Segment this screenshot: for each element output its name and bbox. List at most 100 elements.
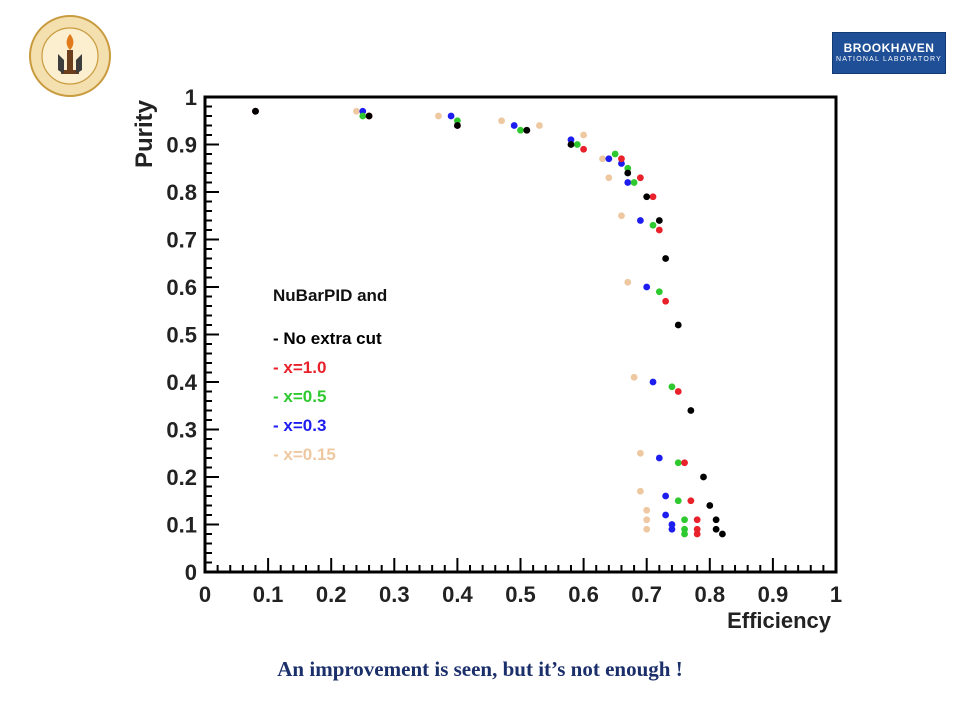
y-tick-label: 0.3 (166, 418, 197, 443)
x-tick-label: 0.9 (758, 582, 789, 607)
data-points (252, 107, 726, 538)
data-point-series-3 (668, 525, 676, 533)
x-tick-label: 0.6 (568, 582, 599, 607)
data-point-series-2 (674, 459, 682, 467)
data-point-series-1 (655, 226, 663, 234)
y-tick-label: 0 (185, 560, 197, 585)
x-tick-label: 0.5 (505, 582, 536, 607)
data-point-series-0 (655, 217, 663, 224)
data-point-series-2 (668, 383, 676, 391)
x-axis-label: Efficiency (727, 608, 832, 633)
legend-entry-x-0.15: - x=0.15 (273, 445, 336, 464)
data-point-series-4 (536, 122, 543, 129)
data-point-series-3 (636, 217, 644, 224)
data-point-series-3 (668, 521, 676, 528)
data-point-series-2 (573, 141, 581, 148)
data-point-series-3 (624, 179, 632, 186)
data-point-series-1 (687, 497, 695, 505)
x-tick-label: 0.8 (695, 582, 726, 607)
data-point-series-4 (498, 117, 505, 125)
legend-title: NuBarPID and (273, 286, 388, 305)
x-tick-label: 0 (199, 582, 211, 607)
y-tick-label: 0.1 (166, 513, 197, 538)
x-tick-label: 0.7 (631, 582, 662, 607)
data-point-series-1 (580, 145, 587, 153)
data-point-series-0 (662, 255, 670, 262)
data-point-series-1 (681, 459, 688, 467)
data-point-series-2 (649, 221, 657, 229)
data-point-series-0 (643, 193, 651, 201)
data-point-series-4 (580, 131, 587, 139)
data-point-series-2 (681, 530, 688, 538)
y-tick-label: 0.2 (166, 465, 197, 490)
data-point-series-0 (523, 126, 531, 134)
data-point-series-1 (693, 530, 701, 538)
data-point-series-1 (636, 174, 644, 182)
data-point-series-0 (674, 321, 682, 329)
data-point-series-0 (624, 169, 632, 177)
data-point-series-0 (687, 407, 695, 414)
data-point-series-0 (454, 122, 461, 129)
data-point-series-3 (605, 155, 613, 163)
data-point-series-1 (662, 297, 670, 305)
data-point-series-1 (693, 516, 701, 524)
data-point-series-0 (706, 502, 714, 509)
caltech-seal-logo (29, 15, 111, 97)
data-point-series-2 (630, 179, 638, 186)
data-point-series-0 (712, 525, 720, 533)
data-point-series-0 (712, 516, 720, 524)
data-point-series-1 (674, 388, 682, 395)
y-tick-label: 0.9 (166, 133, 197, 158)
data-point-series-3 (649, 378, 657, 386)
data-point-series-0 (719, 530, 726, 538)
y-tick-label: 0.6 (166, 275, 197, 300)
data-point-series-2 (624, 164, 632, 172)
data-point-series-2 (611, 150, 619, 158)
data-point-series-4 (435, 112, 442, 120)
legend-entry-no-extra-cut: - No extra cut (273, 329, 382, 348)
data-point-series-3 (662, 511, 670, 519)
data-point-series-4 (624, 278, 632, 286)
data-point-series-4 (643, 506, 651, 514)
brookhaven-logo-subtitle: NATIONAL LABORATORY (835, 56, 943, 63)
brookhaven-logo-name: BROOKHAVEN (843, 41, 935, 55)
data-point-series-4 (636, 449, 644, 457)
data-point-series-4 (599, 155, 606, 163)
x-tick-label: 0.4 (442, 582, 473, 607)
data-point-series-4 (636, 487, 644, 495)
legend-entry-x-0.5: - x=0.5 (273, 387, 327, 406)
brookhaven-logo: BROOKHAVEN NATIONAL LABORATORY (832, 32, 946, 74)
data-point-series-0 (365, 112, 373, 120)
data-point-series-1 (618, 155, 625, 163)
data-point-series-2 (674, 497, 682, 505)
y-tick-label: 0.4 (166, 370, 197, 395)
legend-entry-x-0.3: - x=0.3 (273, 416, 327, 435)
legend-entry-x-1.0: - x=1.0 (273, 358, 327, 377)
x-tick-label: 0.2 (316, 582, 347, 607)
data-point-series-4 (605, 174, 613, 182)
data-point-series-2 (359, 112, 367, 120)
chart-legend: NuBarPID and - No extra cut - x=1.0 - x=… (273, 286, 387, 469)
axis-ticks (204, 96, 837, 573)
x-tick-label: 0.1 (253, 582, 284, 607)
data-point-series-4 (353, 107, 360, 115)
data-point-series-2 (681, 525, 688, 533)
x-tick-label: 0.3 (379, 582, 410, 607)
data-point-series-4 (643, 516, 651, 524)
data-point-series-2 (454, 117, 461, 125)
data-point-series-3 (643, 283, 651, 291)
data-point-series-0 (700, 473, 707, 481)
data-point-series-0 (567, 141, 575, 148)
data-point-series-3 (567, 136, 575, 144)
data-point-series-1 (649, 193, 657, 201)
axis-tick-labels: 0 0.1 0.2 0.3 0.4 0.5 0.6 0.7 0.8 0.9 1 0 0.1 0.2 0.3 0… (166, 85, 842, 607)
data-point-series-4 (618, 212, 625, 220)
y-tick-label: 0.7 (166, 228, 197, 253)
data-point-series-2 (681, 516, 688, 524)
data-point-series-2 (517, 126, 524, 134)
x-tick-label: 1 (830, 582, 842, 607)
data-point-series-2 (655, 288, 663, 296)
data-point-series-4 (630, 373, 638, 381)
data-point-series-3 (447, 112, 455, 120)
data-point-series-3 (618, 160, 625, 167)
